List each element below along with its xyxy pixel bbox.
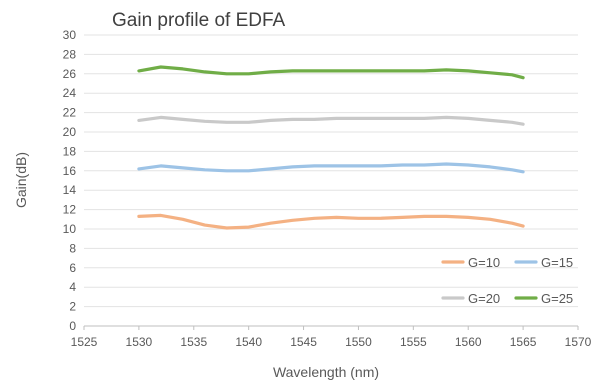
y-tick-label-22: 22 — [63, 106, 77, 120]
x-tick-labels: 1525 1530 1535 1540 1545 1550 1555 1560 1565 1570 — [71, 326, 592, 349]
y-tick-label-14: 14 — [63, 183, 77, 197]
y-tick-label-6: 6 — [69, 261, 76, 275]
y-tick-label-20: 20 — [63, 125, 77, 139]
series-line-g-20 — [137, 115, 525, 126]
x-tick-label-1550: 1550 — [345, 335, 372, 349]
chart-title: Gain profile of EDFA — [112, 10, 286, 31]
x-tick-label-1535: 1535 — [180, 335, 207, 349]
y-tick-label-8: 8 — [69, 241, 76, 255]
series-line-g-15 — [137, 162, 525, 174]
x-tick-label-1540: 1540 — [235, 335, 262, 349]
legend-label-g-15: G=15 — [541, 255, 573, 270]
y-tick-label-28: 28 — [63, 47, 77, 61]
y-tick-label-30: 30 — [63, 28, 77, 42]
y-tick-label-4: 4 — [69, 280, 76, 294]
y-tick-label-18: 18 — [63, 144, 77, 158]
y-tick-label-24: 24 — [63, 86, 77, 100]
legend-label-g-10: G=10 — [468, 255, 500, 270]
y-tick-label-12: 12 — [63, 203, 77, 217]
x-tick-label-1560: 1560 — [455, 335, 482, 349]
x-tick-label-1565: 1565 — [510, 335, 537, 349]
y-tick-label-16: 16 — [63, 164, 77, 178]
series-line-g-25 — [137, 65, 525, 80]
legend: G=10 G=15 G=20 G=25 — [441, 255, 573, 306]
x-tick-label-1555: 1555 — [400, 335, 427, 349]
x-tick-label-1525: 1525 — [71, 335, 98, 349]
y-axis-title: Gain(dB) — [13, 152, 29, 208]
legend-label-g-20: G=20 — [468, 291, 500, 306]
x-tick-label-1570: 1570 — [565, 335, 592, 349]
gridlines — [84, 34, 578, 327]
y-tick-label-10: 10 — [63, 222, 77, 236]
series-line-g-10 — [137, 213, 525, 230]
x-axis-title: Wavelength (nm) — [273, 364, 379, 380]
y-tick-label-0: 0 — [69, 319, 76, 333]
y-tick-label-2: 2 — [69, 300, 76, 314]
y-tick-label-26: 26 — [63, 67, 77, 81]
series-lines — [137, 65, 525, 230]
legend-label-g-25: G=25 — [541, 291, 573, 306]
x-tick-label-1545: 1545 — [290, 335, 317, 349]
x-tick-label-1530: 1530 — [126, 335, 153, 349]
